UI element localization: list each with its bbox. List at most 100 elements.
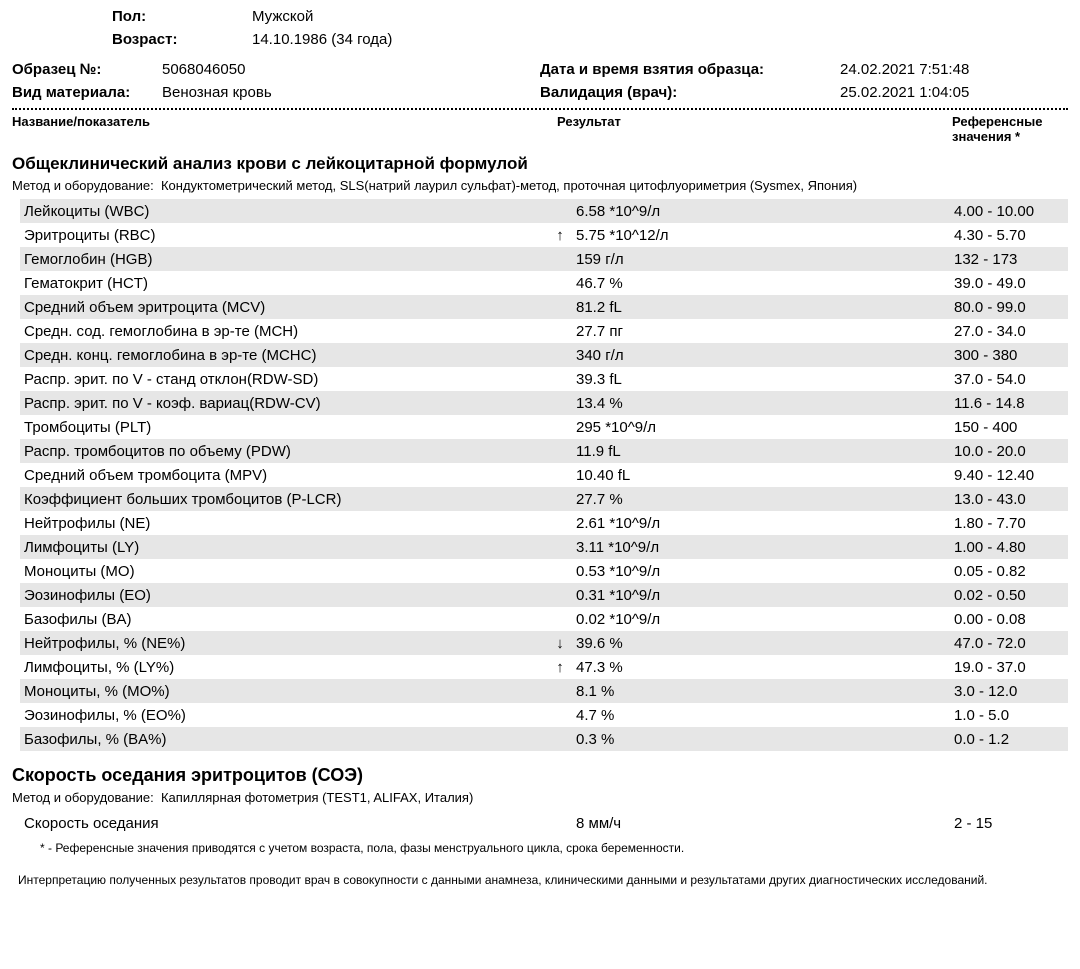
row-result: 340 г/л (570, 347, 952, 364)
row-result: 8 мм/ч (570, 815, 952, 832)
row-result: 295 *10^9/л (570, 419, 952, 436)
material-value: Венозная кровь (162, 82, 272, 105)
meta-block: Образец №: 5068046050 Вид материала: Вен… (12, 59, 1068, 104)
row-name: Моноциты, % (MO%) (20, 683, 550, 700)
row-reference: 4.30 - 5.70 (952, 227, 1068, 244)
row-reference: 80.0 - 99.0 (952, 299, 1068, 316)
row-result: 0.31 *10^9/л (570, 587, 952, 604)
row-name: Коэффициент больших тромбоцитов (P-LCR) (20, 491, 550, 508)
footnote: * - Референсные значения приводятся с уч… (40, 841, 1068, 855)
row-name: Средний объем эритроцита (MCV) (20, 299, 550, 316)
section1-title: Общеклинический анализ крови с лейкоцита… (12, 154, 1068, 174)
row-name: Лимфоциты (LY) (20, 539, 550, 556)
row-result: 0.53 *10^9/л (570, 563, 952, 580)
table-row: Средний объем тромбоцита (MPV)10.40 fL9.… (20, 463, 1068, 487)
section1-method-label: Метод и оборудование: (12, 178, 154, 193)
taken-row: Дата и время взятия образца: 24.02.2021 … (540, 59, 1068, 82)
table-row: Нейтрофилы, % (NE%)↓39.6 %47.0 - 72.0 (20, 631, 1068, 655)
row-reference: 3.0 - 12.0 (952, 683, 1068, 700)
table-row: Распр. тромбоцитов по объему (PDW) 11.9 f… (20, 439, 1068, 463)
section1-method: Метод и оборудование: Кондуктометрически… (12, 178, 1068, 193)
table-row: Лимфоциты (LY)3.11 *10^9/л1.00 - 4.80 (20, 535, 1068, 559)
row-name: Гемоглобин (HGB) (20, 251, 550, 268)
table-row: Нейтрофилы (NE)2.61 *10^9/л1.80 - 7.70 (20, 511, 1068, 535)
row-result: 0.02 *10^9/л (570, 611, 952, 628)
col-ref: Референсные значения * (952, 114, 1068, 144)
table-row: Средн. сод. гемоглобина в эр-те (MCH) 27.… (20, 319, 1068, 343)
row-result: 8.1 % (570, 683, 952, 700)
taken-label: Дата и время взятия образца: (540, 59, 840, 82)
meta-right: Дата и время взятия образца: 24.02.2021 … (540, 59, 1068, 104)
row-reference: 132 - 173 (952, 251, 1068, 268)
row-result: 5.75 *10^12/л (570, 227, 952, 244)
patient-age-label: Возраст: (112, 29, 252, 52)
table-row: Лейкоциты (WBC)6.58 *10^9/л4.00 - 10.00 (20, 199, 1068, 223)
row-reference: 47.0 - 72.0 (952, 635, 1068, 652)
row-result: 11.9 fL (570, 443, 952, 460)
row-reference: 1.0 - 5.0 (952, 707, 1068, 724)
row-arrow-icon: ↑ (550, 227, 570, 244)
column-headers: Название/показатель Результат Референсны… (12, 112, 1068, 150)
row-reference: 0.0 - 1.2 (952, 731, 1068, 748)
table-row: Средний объем эритроцита (MCV) 81.2 fL80.… (20, 295, 1068, 319)
row-reference: 0.05 - 0.82 (952, 563, 1068, 580)
material-row: Вид материала: Венозная кровь (12, 82, 540, 105)
col-name: Название/показатель (12, 114, 557, 144)
patient-sex-row: Пол: Мужской (112, 6, 1068, 29)
row-name: Эритроциты (RBC) (20, 227, 550, 244)
table-row: Скорость оседания 8 мм/ч2 - 15 (20, 811, 1068, 835)
table-row: Распр. эрит. по V - коэф. вариац(RDW-CV)… (20, 391, 1068, 415)
patient-sex-value: Мужской (252, 6, 313, 29)
row-name: Распр. тромбоцитов по объему (PDW) (20, 443, 550, 460)
row-reference: 39.0 - 49.0 (952, 275, 1068, 292)
table-row: Гемоглобин (HGB)159 г/л132 - 173 (20, 247, 1068, 271)
validation-row: Валидация (врач): 25.02.2021 1:04:05 (540, 82, 1068, 105)
section2-method-text: Капиллярная фотометрия (TEST1, ALIFAX, И… (161, 790, 473, 805)
sample-no-label: Образец №: (12, 59, 162, 82)
row-reference: 2 - 15 (952, 815, 1068, 832)
row-name: Средн. сод. гемоглобина в эр-те (MCH) (20, 323, 550, 340)
section1-rows: Лейкоциты (WBC)6.58 *10^9/л4.00 - 10.00 Э… (20, 199, 1068, 751)
row-name: Средний объем тромбоцита (MPV) (20, 467, 550, 484)
taken-value: 24.02.2021 7:51:48 (840, 59, 969, 82)
row-result: 10.40 fL (570, 467, 952, 484)
validation-label: Валидация (врач): (540, 82, 840, 105)
row-reference: 27.0 - 34.0 (952, 323, 1068, 340)
row-name: Тромбоциты (PLT) (20, 419, 550, 436)
row-result: 39.6 % (570, 635, 952, 652)
row-reference: 13.0 - 43.0 (952, 491, 1068, 508)
row-arrow-icon: ↑ (550, 659, 570, 676)
table-row: Гематокрит (HCT)46.7 %39.0 - 49.0 (20, 271, 1068, 295)
row-reference: 0.02 - 0.50 (952, 587, 1068, 604)
row-result: 27.7 пг (570, 323, 952, 340)
row-name: Средн. конц. гемоглобина в эр-те (MCHC) (20, 347, 550, 364)
table-row: Моноциты (MO) 0.53 *10^9/л0.05 - 0.82 (20, 559, 1068, 583)
section2-title: Скорость оседания эритроцитов (СОЭ) (12, 765, 1068, 786)
table-row: Тромбоциты (PLT)295 *10^9/л150 - 400 (20, 415, 1068, 439)
patient-sex-label: Пол: (112, 6, 252, 29)
table-row: Распр. эрит. по V - станд отклон(RDW-SD)… (20, 367, 1068, 391)
material-label: Вид материала: (12, 82, 162, 105)
row-reference: 300 - 380 (952, 347, 1068, 364)
row-result: 81.2 fL (570, 299, 952, 316)
table-row: Коэффициент больших тромбоцитов (P-LCR)2… (20, 487, 1068, 511)
row-result: 47.3 % (570, 659, 952, 676)
section2-rows: Скорость оседания 8 мм/ч2 - 15 (20, 811, 1068, 835)
row-name: Нейтрофилы (NE) (20, 515, 550, 532)
table-row: Базофилы, % (BA%)0.3 %0.0 - 1.2 (20, 727, 1068, 751)
row-name: Эозинофилы, % (EO%) (20, 707, 550, 724)
interpretation-note: Интерпретацию полученных результатов про… (18, 873, 1068, 887)
row-reference: 0.00 - 0.08 (952, 611, 1068, 628)
row-name: Распр. эрит. по V - станд отклон(RDW-SD) (20, 371, 550, 388)
row-name: Скорость оседания (20, 815, 550, 832)
row-result: 6.58 *10^9/л (570, 203, 952, 220)
row-name: Гематокрит (HCT) (20, 275, 550, 292)
row-name: Моноциты (MO) (20, 563, 550, 580)
row-name: Базофилы, % (BA%) (20, 731, 550, 748)
section2-method: Метод и оборудование: Капиллярная фотоме… (12, 790, 1068, 805)
section1-method-text: Кондуктометрический метод, SLS(натрий ла… (161, 178, 857, 193)
row-name: Распр. эрит. по V - коэф. вариац(RDW-CV) (20, 395, 550, 412)
row-name: Базофилы (BA) (20, 611, 550, 628)
row-reference: 1.00 - 4.80 (952, 539, 1068, 556)
table-row: Средн. конц. гемоглобина в эр-те (MCHC) 3… (20, 343, 1068, 367)
